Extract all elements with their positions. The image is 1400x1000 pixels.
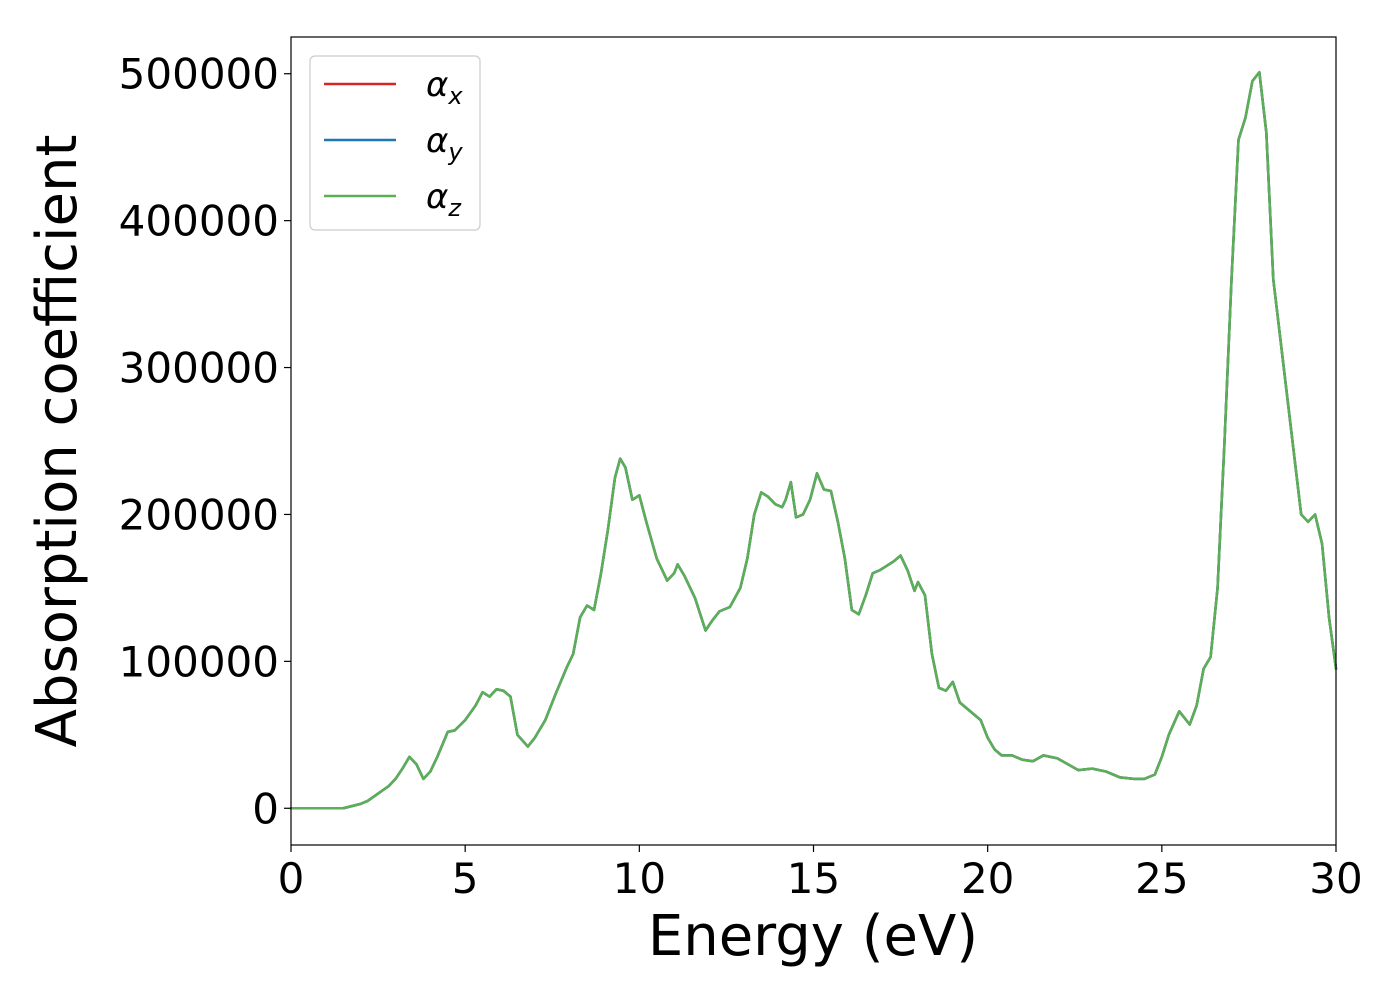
legend-label-alpha-x: αx [426, 65, 463, 110]
x-axis-title: Energy (eV) [648, 904, 978, 969]
y-axis-title: Absorption coefficient [25, 135, 90, 748]
legend-symbol: α [426, 177, 448, 217]
x-tick-label: 25 [1135, 854, 1188, 903]
x-tick-label: 0 [278, 854, 305, 903]
legend-subscript: y [447, 138, 463, 166]
series-line-alpha-z [289, 71, 1338, 810]
y-tick-label: 0 [252, 784, 279, 833]
y-tick-label: 300000 [119, 344, 279, 393]
x-tick-label: 5 [452, 854, 479, 903]
legend-box [309, 55, 481, 231]
legend-symbol: α [426, 65, 448, 105]
x-tick-label: 30 [1309, 854, 1362, 903]
y-tick-label: 200000 [119, 490, 279, 539]
legend-label-alpha-y: αy [426, 121, 463, 166]
x-axis: 0 5 10 15 20 25 30 [278, 845, 1363, 903]
series-layer [289, 71, 1338, 810]
x-tick-label: 15 [787, 854, 840, 903]
y-tick-label: 400000 [119, 197, 279, 246]
y-tick-label: 100000 [119, 637, 279, 686]
x-tick-label: 10 [613, 854, 666, 903]
legend-label-alpha-z: αz [426, 177, 462, 222]
y-tick-label: 500000 [119, 50, 279, 99]
legend-subscript: z [447, 194, 462, 222]
y-axis: 0 100000 200000 300000 400000 500000 [119, 50, 291, 833]
legend-symbol: α [426, 121, 448, 161]
legend-subscript: x [447, 82, 463, 110]
x-tick-label: 20 [961, 854, 1014, 903]
